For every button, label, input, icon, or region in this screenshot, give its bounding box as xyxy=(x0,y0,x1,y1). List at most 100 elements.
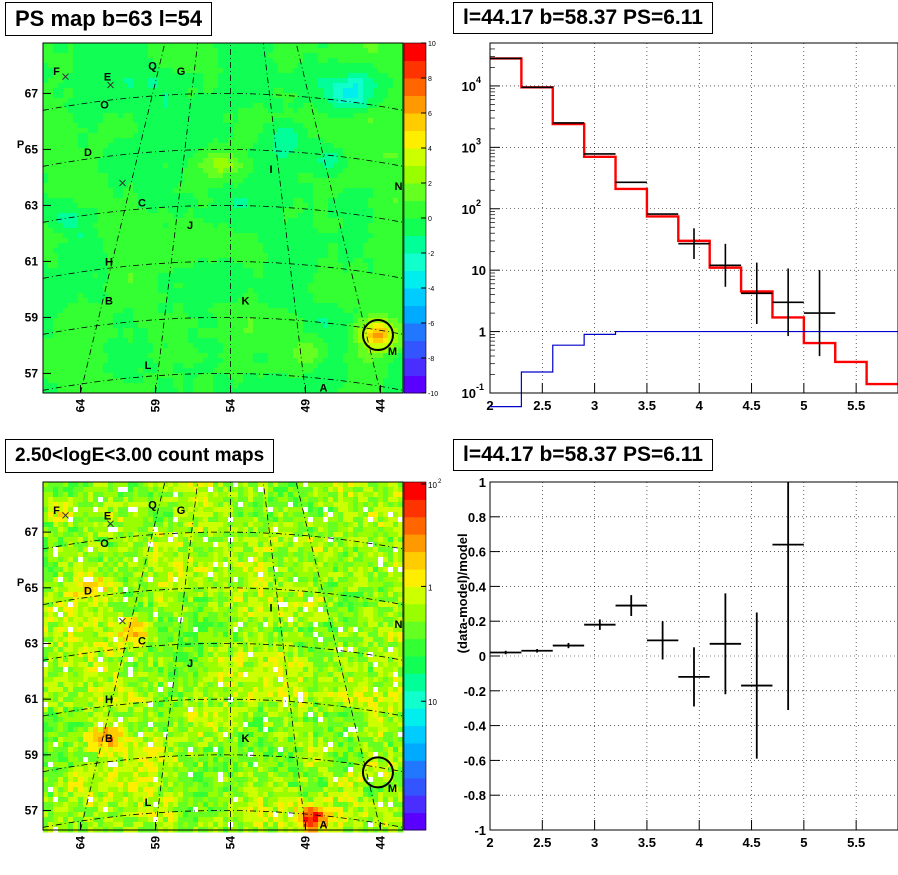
heatmap-cell xyxy=(148,333,154,339)
heatmap-cell xyxy=(93,133,99,139)
heatmap-cell xyxy=(243,343,249,349)
heatmap-cell xyxy=(68,328,74,334)
heatmap-cell xyxy=(248,98,254,104)
heatmap-cell xyxy=(388,198,394,204)
heatmap-cell xyxy=(338,333,344,339)
heatmap-cell xyxy=(293,328,299,334)
heatmap-cell xyxy=(373,353,379,359)
heatmap-cell xyxy=(263,298,269,304)
heatmap-cell xyxy=(133,223,139,229)
heatmap-cell xyxy=(393,183,399,189)
heatmap-cell xyxy=(173,248,179,254)
heatmap-cell xyxy=(43,168,49,174)
heatmap-cell xyxy=(43,303,49,309)
heatmap-cell xyxy=(253,333,259,339)
heatmap-cell xyxy=(243,178,249,184)
heatmap-cell xyxy=(328,108,334,114)
heatmap-cell xyxy=(303,328,309,334)
heatmap-cell xyxy=(188,83,194,89)
heatmap-cell xyxy=(343,43,349,49)
heatmap-cell xyxy=(398,283,404,289)
heatmap-cell xyxy=(368,243,374,249)
heatmap-cell xyxy=(198,238,204,244)
heatmap-cell xyxy=(353,48,359,54)
heatmap-cell xyxy=(303,78,309,84)
heatmap-cell xyxy=(313,223,319,229)
heatmap-cell xyxy=(58,163,64,169)
heatmap-cell xyxy=(313,158,319,164)
heatmap-cell xyxy=(348,218,354,224)
heatmap-cell xyxy=(373,83,379,89)
heatmap-cell xyxy=(188,98,194,104)
heatmap-cell xyxy=(358,258,364,264)
heatmap-cell xyxy=(103,63,109,69)
heatmap-cell xyxy=(248,323,254,329)
heatmap-cell xyxy=(118,128,124,134)
heatmap-cell xyxy=(393,43,399,49)
heatmap-cell xyxy=(58,383,64,389)
heatmap-cell xyxy=(248,373,254,379)
heatmap-cell xyxy=(398,138,404,144)
heatmap-cell xyxy=(83,163,89,169)
heatmap-cell xyxy=(283,213,289,219)
heatmap-cell xyxy=(193,238,199,244)
heatmap-cell xyxy=(318,43,324,49)
heatmap-cell xyxy=(323,343,329,349)
heatmap-cell xyxy=(248,253,254,259)
heatmap-cell xyxy=(238,108,244,114)
heatmap-cell xyxy=(98,188,104,194)
heatmap-cell xyxy=(128,338,134,344)
heatmap-cell xyxy=(348,98,354,104)
heatmap-cell xyxy=(148,193,154,199)
heatmap-cell xyxy=(303,238,309,244)
heatmap-cell xyxy=(163,168,169,174)
heatmap-cell xyxy=(183,143,189,149)
heatmap-cell xyxy=(218,188,224,194)
heatmap-cell xyxy=(68,118,74,124)
heatmap-cell xyxy=(53,168,59,174)
heatmap-cell xyxy=(258,343,264,349)
heatmap-cell xyxy=(193,173,199,179)
heatmap-cell xyxy=(138,268,144,274)
heatmap-cell xyxy=(68,213,74,219)
heatmap-cell xyxy=(353,63,359,69)
heatmap-cell xyxy=(378,73,384,79)
heatmap-cell xyxy=(58,78,64,84)
heatmap-cell xyxy=(298,343,304,349)
heatmap-cell xyxy=(383,338,389,344)
heatmap-cell xyxy=(163,173,169,179)
heatmap-cell xyxy=(393,258,399,264)
heatmap-cell xyxy=(183,268,189,274)
heatmap-cell xyxy=(223,288,229,294)
heatmap-cell xyxy=(288,278,294,284)
heatmap-cell xyxy=(153,278,159,284)
heatmap-cell xyxy=(358,173,364,179)
heatmap-cell xyxy=(178,208,184,214)
heatmap-cell xyxy=(188,223,194,229)
heatmap-cell xyxy=(398,303,404,309)
heatmap-cell xyxy=(288,168,294,174)
heatmap-cell xyxy=(318,298,324,304)
heatmap-cell xyxy=(123,258,129,264)
heatmap-cell xyxy=(88,98,94,104)
heatmap-cell xyxy=(368,68,374,74)
heatmap-cell xyxy=(248,383,254,389)
heatmap-cell xyxy=(323,208,329,214)
heatmap-cell xyxy=(158,208,164,214)
heatmap-cell xyxy=(263,198,269,204)
heatmap-cell xyxy=(133,303,139,309)
heatmap-cell xyxy=(148,163,154,169)
heatmap-cell xyxy=(318,173,324,179)
heatmap-cell xyxy=(253,58,259,64)
heatmap-cell xyxy=(288,303,294,309)
heatmap-cell xyxy=(308,283,314,289)
heatmap-cell xyxy=(343,213,349,219)
heatmap-cell xyxy=(233,248,239,254)
heatmap-cell xyxy=(73,363,79,369)
heatmap-cell xyxy=(113,78,119,84)
heatmap-cell xyxy=(48,248,54,254)
heatmap-cell xyxy=(73,318,79,324)
heatmap-cell xyxy=(323,113,329,119)
heatmap-cell xyxy=(73,193,79,199)
heatmap-cell xyxy=(173,193,179,199)
